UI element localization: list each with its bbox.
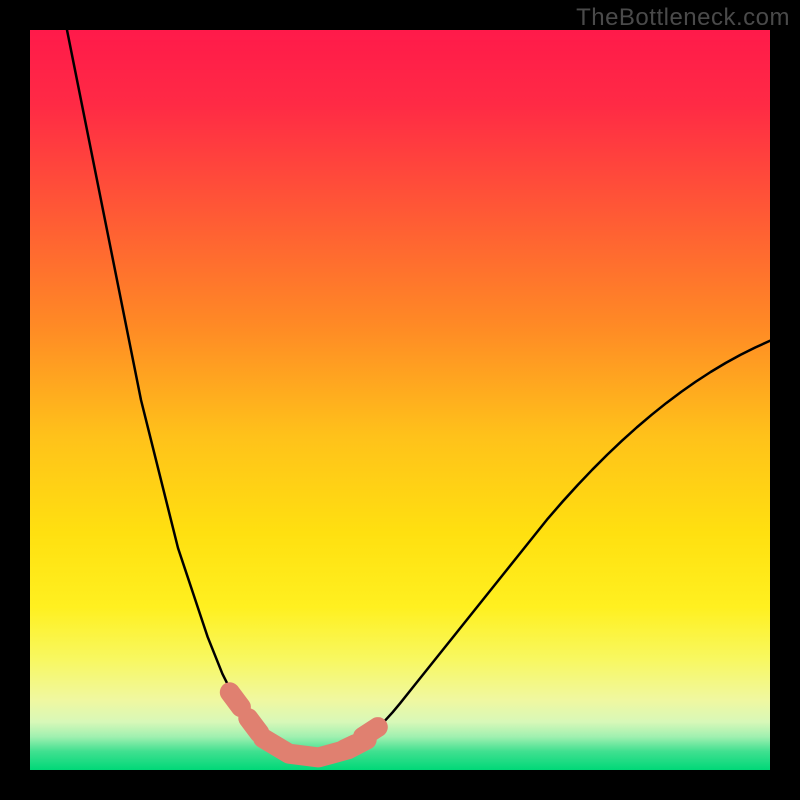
highlight-marker-0 bbox=[230, 692, 241, 707]
highlight-marker-3 bbox=[345, 744, 356, 749]
highlight-marker-4 bbox=[363, 727, 378, 737]
watermark-text: TheBottleneck.com bbox=[576, 4, 790, 32]
bottleneck-chart bbox=[30, 30, 770, 770]
